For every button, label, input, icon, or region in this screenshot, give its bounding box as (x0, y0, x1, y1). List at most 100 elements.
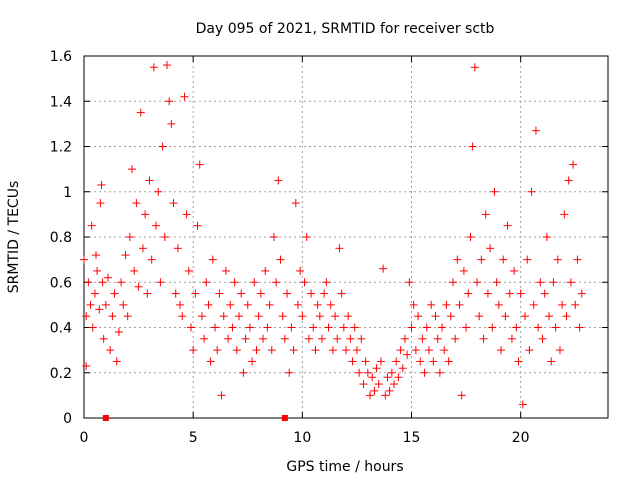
data-point (348, 357, 357, 366)
data-point (407, 323, 416, 332)
data-point (285, 368, 294, 377)
data-point (420, 368, 429, 377)
data-points (80, 61, 586, 421)
data-point (162, 61, 171, 70)
data-point (477, 255, 486, 264)
data-point (276, 255, 285, 264)
data-point (564, 176, 573, 185)
data-point (462, 323, 471, 332)
data-point (311, 346, 320, 355)
data-point (317, 334, 326, 343)
data-point (433, 334, 442, 343)
data-point (414, 312, 423, 321)
data-point (195, 160, 204, 169)
data-point (202, 278, 211, 287)
y-tick-label: 1.6 (50, 49, 72, 65)
data-point (492, 278, 501, 287)
data-point (226, 300, 235, 309)
data-point (136, 108, 145, 117)
data-point (315, 312, 324, 321)
data-point (569, 160, 578, 169)
data-point (374, 380, 383, 389)
data-point (206, 357, 215, 366)
data-point (337, 289, 346, 298)
axis-marker (281, 415, 288, 421)
data-point (98, 278, 107, 287)
data-point (438, 323, 447, 332)
data-point (128, 165, 137, 174)
data-point (176, 300, 185, 309)
data-point (542, 233, 551, 241)
data-point (328, 346, 337, 355)
data-point (304, 334, 313, 343)
data-point (494, 300, 503, 309)
data-point (518, 400, 527, 409)
y-axis-label: SRMTID / TECUs (6, 181, 22, 294)
data-point (435, 368, 444, 377)
data-point (87, 221, 96, 230)
data-point (200, 334, 209, 343)
data-point (427, 300, 436, 309)
data-point (252, 346, 261, 355)
data-point (291, 199, 300, 208)
data-point (307, 289, 316, 298)
data-point (254, 312, 263, 321)
data-point (510, 266, 519, 275)
data-point (575, 323, 584, 332)
data-point (101, 300, 110, 309)
data-point (409, 300, 418, 309)
data-point (95, 305, 104, 314)
data-point (342, 346, 350, 355)
data-point (82, 361, 91, 370)
data-point (405, 278, 414, 287)
data-point (189, 346, 198, 355)
data-point (309, 323, 318, 332)
x-tick-label: 20 (512, 430, 530, 446)
data-point (534, 323, 543, 332)
x-tick-label: 10 (293, 430, 311, 446)
data-point (424, 346, 433, 355)
data-point (182, 210, 191, 219)
grid (84, 56, 608, 418)
data-point (90, 289, 99, 298)
data-point (256, 289, 265, 298)
data-point (99, 334, 108, 343)
data-point (418, 334, 427, 343)
y-tick-label: 1.2 (50, 140, 72, 156)
data-point (363, 368, 372, 377)
data-point (553, 255, 562, 264)
data-point (331, 312, 340, 321)
data-point (250, 278, 259, 287)
data-point (368, 373, 377, 382)
data-point (110, 289, 119, 298)
data-point (545, 312, 554, 321)
data-point (529, 300, 538, 309)
data-point (104, 273, 113, 282)
data-point (444, 357, 453, 366)
data-point (333, 334, 342, 343)
data-point (324, 323, 333, 332)
data-point (320, 289, 329, 298)
data-point (507, 334, 516, 343)
data-point (221, 266, 230, 275)
data-point (479, 334, 488, 343)
data-point (156, 278, 165, 287)
data-point (287, 323, 296, 332)
data-point (455, 300, 464, 309)
y-tick-label: 0.2 (50, 366, 72, 382)
data-point (141, 210, 150, 219)
data-point (152, 221, 161, 230)
data-point (392, 357, 401, 366)
data-point (263, 323, 272, 332)
data-point (394, 373, 403, 382)
data-point (475, 312, 484, 321)
data-point (84, 278, 93, 287)
data-point (503, 221, 512, 230)
y-tick-label: 0 (63, 411, 72, 427)
data-point (119, 300, 128, 309)
data-point (191, 289, 200, 298)
data-point (483, 289, 492, 298)
data-point (143, 289, 152, 298)
data-point (470, 63, 479, 72)
data-point (322, 278, 331, 287)
